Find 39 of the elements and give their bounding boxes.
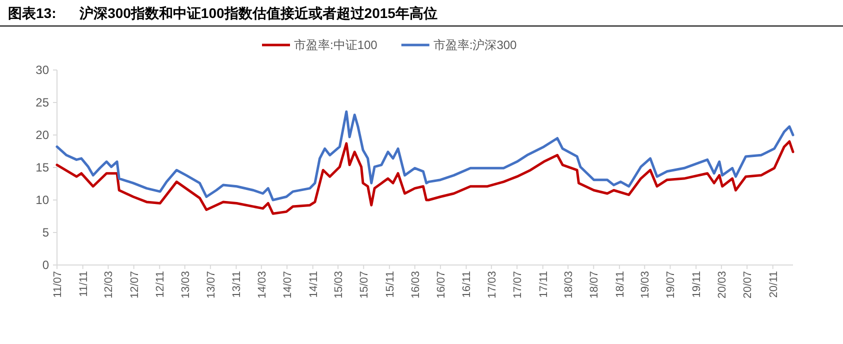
legend-label: 市盈率:中证100	[294, 38, 378, 52]
x-tick-label: 15/03	[333, 271, 346, 299]
x-tick-label: 18/11	[614, 271, 626, 298]
x-tick-label: 18/07	[588, 271, 601, 299]
x-tick-label: 16/07	[435, 271, 448, 299]
x-tick-label: 17/11	[538, 271, 550, 298]
y-tick-label: 25	[36, 96, 50, 110]
x-tick-label: 20/07	[742, 271, 754, 299]
x-tick-label: 13/03	[180, 271, 192, 299]
y-tick-label: 15	[36, 160, 50, 174]
x-tick-label: 17/03	[486, 271, 498, 299]
x-tick-label: 14/11	[308, 271, 320, 298]
x-tick-label: 19/07	[665, 271, 678, 299]
x-tick-label: 19/03	[640, 271, 652, 299]
x-tick-label: 18/03	[563, 271, 576, 299]
x-tick-label: 14/03	[256, 271, 268, 299]
chart-title: 图表13: 沪深300指数和中证100指数估值接近或者超过2015年高位	[8, 5, 438, 21]
x-tick-label: 17/07	[512, 271, 524, 299]
x-tick-label: 11/11	[78, 271, 90, 297]
x-tick-label: 15/07	[358, 271, 371, 299]
x-tick-label: 11/07	[52, 271, 64, 298]
x-tick-label: 12/03	[103, 271, 116, 299]
x-tick-label: 12/07	[128, 271, 141, 299]
x-tick-label: 15/11	[384, 271, 396, 298]
x-tick-label: 13/07	[205, 271, 218, 299]
x-tick-label: 14/07	[282, 271, 294, 299]
y-tick-label: 10	[36, 193, 50, 207]
x-tick-label: 20/11	[768, 271, 780, 298]
legend-label: 市盈率:沪深300	[433, 38, 518, 52]
y-tick-label: 30	[36, 63, 50, 77]
y-tick-label: 0	[42, 258, 50, 272]
y-tick-label: 5	[42, 226, 50, 240]
x-tick-label: 16/03	[410, 271, 422, 299]
x-tick-label: 12/11	[154, 271, 167, 298]
y-tick-label: 20	[36, 128, 50, 142]
x-tick-label: 16/11	[461, 271, 474, 298]
x-tick-label: 13/11	[231, 271, 244, 298]
x-tick-label: 19/11	[691, 271, 704, 298]
x-tick-label: 20/03	[716, 271, 728, 299]
